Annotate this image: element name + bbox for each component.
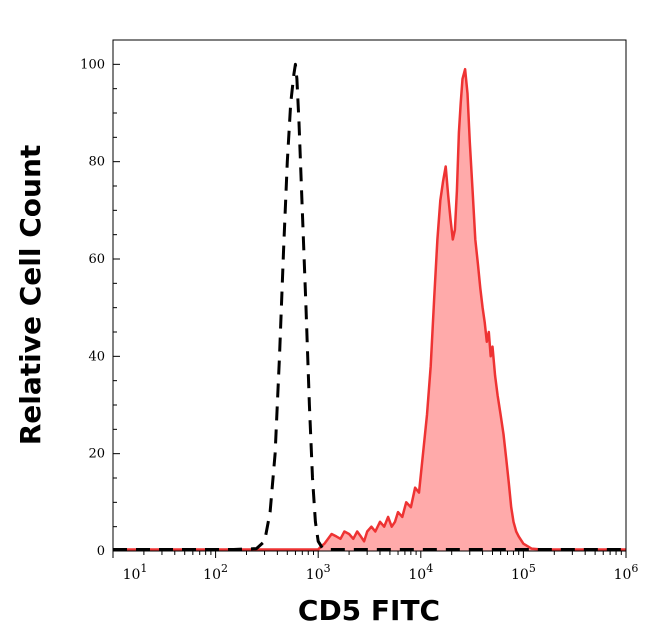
plot-frame: [112, 39, 627, 552]
x-tick-label: 103: [306, 562, 331, 583]
x-tick-label: 105: [511, 562, 536, 583]
y-axis: 0 20 40 60 80 100: [80, 57, 120, 559]
series-0-line: [113, 62, 626, 551]
series-layer: [113, 62, 626, 551]
y-tick-label: 0: [97, 544, 105, 559]
x-axis-title: CD5 FITC: [298, 594, 440, 627]
x-tick-label: 104: [408, 562, 433, 583]
y-tick-label: 100: [80, 57, 105, 72]
y-axis-title: Relative Cell Count: [14, 145, 47, 446]
y-tick-label: 20: [88, 447, 105, 462]
y-tick-label: 60: [88, 252, 105, 267]
series-1-area: [113, 69, 626, 551]
x-tick-label: 101: [123, 562, 148, 583]
x-tick-label: 102: [203, 562, 228, 583]
y-tick-label: 40: [88, 349, 105, 364]
y-tick-label: 80: [88, 155, 105, 170]
x-axis: 101 102 103 104 105 106: [112, 551, 639, 583]
series-1-line: [113, 67, 626, 551]
x-tick-label: 106: [614, 562, 639, 583]
